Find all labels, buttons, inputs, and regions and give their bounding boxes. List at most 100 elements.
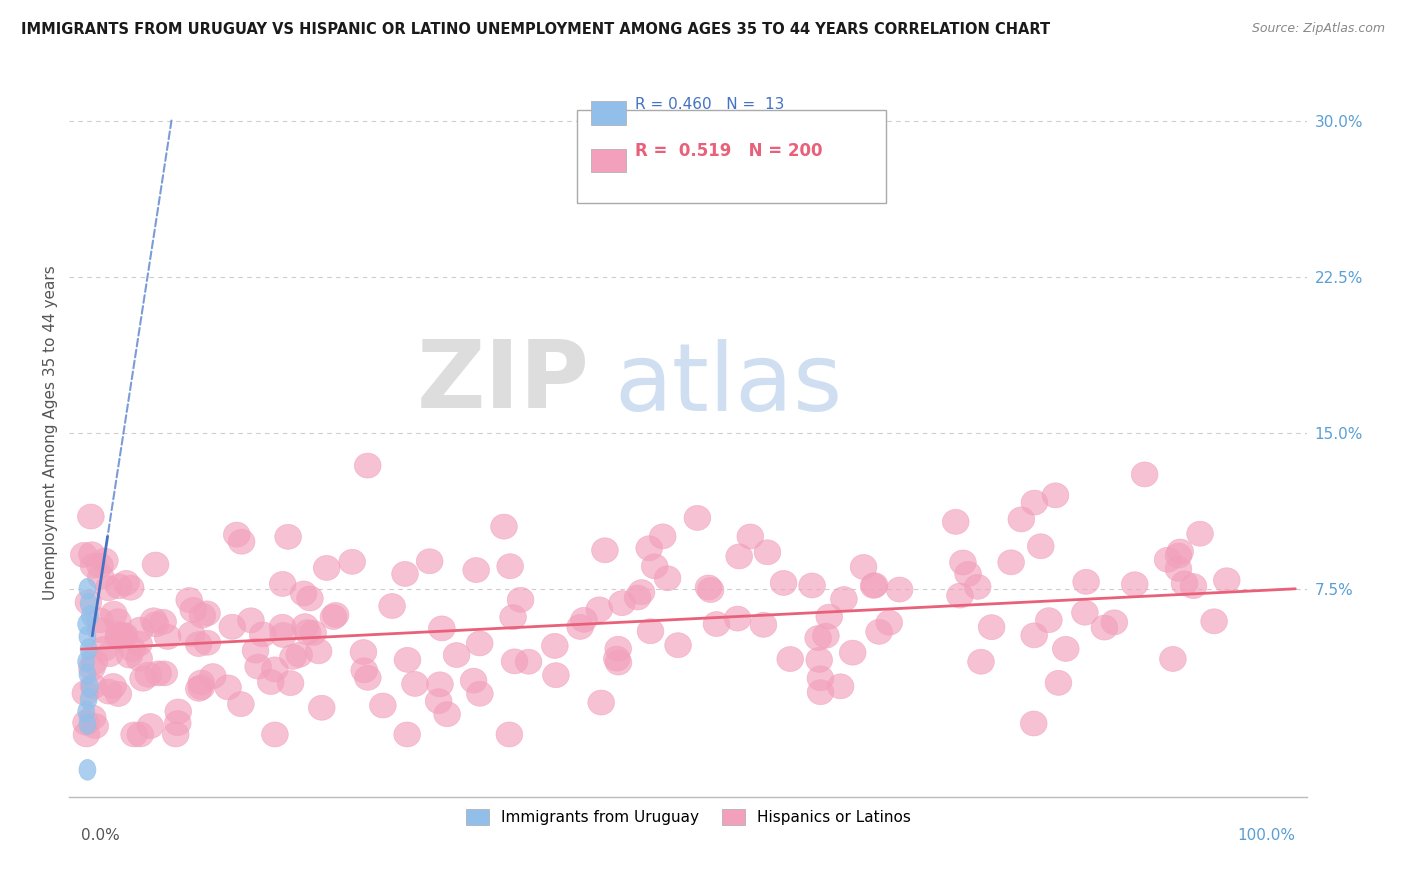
- Ellipse shape: [96, 575, 122, 600]
- Ellipse shape: [394, 722, 420, 747]
- Ellipse shape: [80, 673, 107, 698]
- Ellipse shape: [77, 651, 94, 672]
- Ellipse shape: [1132, 462, 1159, 487]
- Ellipse shape: [79, 664, 96, 684]
- Ellipse shape: [586, 597, 613, 622]
- Ellipse shape: [1201, 609, 1227, 634]
- Ellipse shape: [637, 619, 664, 644]
- Ellipse shape: [82, 649, 108, 674]
- Ellipse shape: [1167, 539, 1194, 564]
- Ellipse shape: [142, 552, 169, 577]
- Ellipse shape: [129, 666, 156, 691]
- Ellipse shape: [105, 574, 132, 599]
- Ellipse shape: [180, 598, 207, 623]
- Ellipse shape: [87, 618, 114, 643]
- Ellipse shape: [778, 647, 804, 672]
- Ellipse shape: [1213, 568, 1240, 593]
- Ellipse shape: [72, 681, 98, 706]
- Ellipse shape: [754, 540, 780, 565]
- Ellipse shape: [297, 586, 323, 611]
- Ellipse shape: [831, 587, 858, 612]
- Ellipse shape: [105, 624, 132, 649]
- Ellipse shape: [127, 617, 153, 642]
- Ellipse shape: [70, 542, 97, 567]
- Ellipse shape: [242, 638, 269, 663]
- Ellipse shape: [1187, 521, 1213, 546]
- Ellipse shape: [249, 622, 276, 647]
- Ellipse shape: [751, 612, 776, 637]
- Ellipse shape: [827, 673, 853, 698]
- Ellipse shape: [467, 631, 494, 656]
- Ellipse shape: [79, 714, 96, 734]
- Ellipse shape: [176, 588, 202, 613]
- Ellipse shape: [280, 644, 307, 669]
- Ellipse shape: [79, 759, 96, 780]
- Ellipse shape: [82, 714, 108, 739]
- Ellipse shape: [1101, 610, 1128, 635]
- Ellipse shape: [188, 674, 215, 699]
- Text: ZIP: ZIP: [416, 335, 589, 428]
- Ellipse shape: [188, 603, 215, 628]
- Ellipse shape: [378, 593, 405, 618]
- Ellipse shape: [100, 673, 127, 698]
- Ellipse shape: [80, 553, 107, 578]
- Ellipse shape: [815, 604, 842, 629]
- Ellipse shape: [876, 610, 903, 635]
- Ellipse shape: [77, 504, 104, 529]
- Ellipse shape: [603, 646, 630, 671]
- Ellipse shape: [496, 554, 523, 579]
- Ellipse shape: [82, 606, 98, 626]
- Ellipse shape: [135, 662, 162, 687]
- Ellipse shape: [624, 585, 651, 610]
- Ellipse shape: [155, 624, 181, 649]
- Ellipse shape: [350, 640, 377, 665]
- Ellipse shape: [274, 524, 301, 549]
- Ellipse shape: [571, 607, 598, 632]
- Text: IMMIGRANTS FROM URUGUAY VS HISPANIC OR LATINO UNEMPLOYMENT AMONG AGES 35 TO 44 Y: IMMIGRANTS FROM URUGUAY VS HISPANIC OR L…: [21, 22, 1050, 37]
- Ellipse shape: [434, 702, 460, 727]
- Ellipse shape: [354, 453, 381, 478]
- Ellipse shape: [194, 631, 221, 656]
- Ellipse shape: [142, 612, 169, 637]
- Ellipse shape: [321, 605, 347, 630]
- FancyBboxPatch shape: [576, 110, 886, 203]
- Ellipse shape: [1035, 607, 1062, 632]
- Ellipse shape: [1045, 671, 1071, 696]
- Ellipse shape: [592, 538, 619, 563]
- FancyBboxPatch shape: [591, 149, 627, 172]
- Ellipse shape: [73, 722, 100, 747]
- Ellipse shape: [1166, 543, 1192, 568]
- Ellipse shape: [839, 640, 866, 665]
- Text: atlas: atlas: [614, 339, 842, 432]
- Ellipse shape: [979, 615, 1005, 640]
- Ellipse shape: [496, 722, 523, 747]
- Ellipse shape: [165, 711, 191, 736]
- Ellipse shape: [998, 549, 1025, 574]
- Ellipse shape: [200, 664, 226, 689]
- Ellipse shape: [308, 695, 335, 720]
- Ellipse shape: [117, 575, 143, 600]
- Ellipse shape: [150, 661, 177, 686]
- Ellipse shape: [588, 690, 614, 715]
- Ellipse shape: [770, 571, 797, 596]
- Ellipse shape: [141, 607, 167, 632]
- Ellipse shape: [866, 619, 893, 644]
- Ellipse shape: [100, 601, 127, 626]
- Ellipse shape: [725, 544, 752, 569]
- Ellipse shape: [1008, 507, 1035, 532]
- Ellipse shape: [641, 554, 668, 579]
- Ellipse shape: [75, 590, 101, 615]
- Ellipse shape: [145, 661, 172, 686]
- Ellipse shape: [1091, 615, 1118, 640]
- Ellipse shape: [1122, 572, 1149, 597]
- Ellipse shape: [946, 583, 973, 608]
- Ellipse shape: [965, 574, 991, 599]
- Ellipse shape: [609, 591, 636, 615]
- Ellipse shape: [703, 612, 730, 637]
- Ellipse shape: [567, 615, 593, 640]
- Ellipse shape: [270, 623, 297, 648]
- Ellipse shape: [370, 693, 396, 718]
- Ellipse shape: [79, 705, 105, 730]
- Ellipse shape: [460, 668, 486, 693]
- Ellipse shape: [860, 574, 887, 599]
